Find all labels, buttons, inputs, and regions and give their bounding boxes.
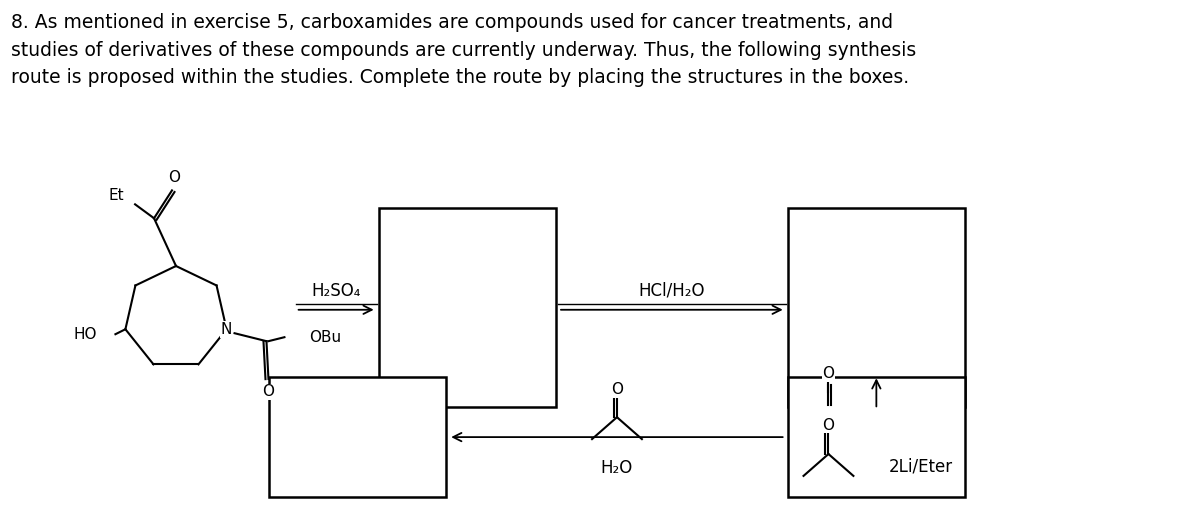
Text: N: N (221, 322, 233, 337)
Text: 2Li/Eter: 2Li/Eter (888, 458, 953, 476)
Text: Et: Et (108, 188, 124, 203)
Text: H₂O: H₂O (601, 459, 634, 477)
Bar (787, 377, 965, 497)
Bar (269, 377, 446, 497)
Text: H₂SO₄: H₂SO₄ (312, 282, 361, 300)
Text: O: O (263, 385, 275, 400)
Text: HO: HO (74, 327, 97, 342)
Text: O: O (168, 170, 180, 185)
Text: O: O (822, 366, 834, 381)
Text: O: O (611, 382, 623, 397)
Bar (787, 209, 965, 408)
Text: O: O (822, 418, 834, 433)
Text: OBu: OBu (310, 330, 342, 345)
Text: HCl/H₂O: HCl/H₂O (638, 282, 706, 300)
Text: 8. As mentioned in exercise 5, carboxamides are compounds used for cancer treatm: 8. As mentioned in exercise 5, carboxami… (11, 13, 917, 87)
Bar (378, 209, 556, 408)
